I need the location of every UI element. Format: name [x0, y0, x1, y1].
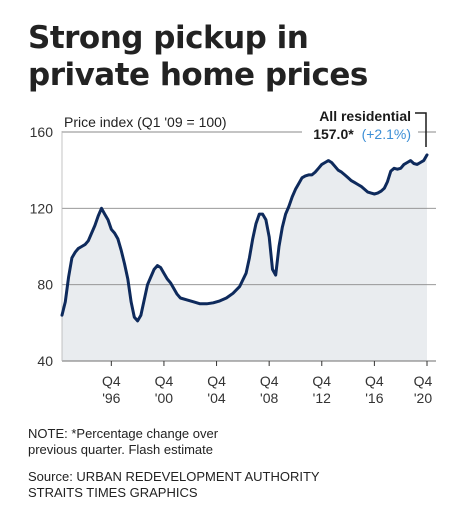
- annotation-background: [302, 105, 418, 143]
- headline: Strong pickup in private home prices: [28, 20, 448, 94]
- x-tick-label: '20: [414, 390, 432, 406]
- headline-line-1: Strong pickup in: [28, 20, 309, 56]
- y-axis-label: Price index (Q1 '09 = 100): [64, 114, 227, 130]
- x-tick-label: '00: [155, 390, 173, 406]
- note-line-1: NOTE: *Percentage change over: [28, 426, 219, 441]
- chart-note: NOTE: *Percentage change over previous q…: [28, 426, 448, 458]
- y-tick-label: 160: [30, 124, 54, 140]
- x-tick-label: Q4: [414, 373, 433, 389]
- annotation-value-line: 157.0* (+2.1%): [313, 126, 411, 142]
- x-tick-label: Q4: [207, 373, 226, 389]
- headline-line-2: private home prices: [28, 57, 368, 93]
- source-line-2: STRAITS TIMES GRAPHICS: [28, 485, 198, 500]
- x-tick-label: '04: [207, 390, 225, 406]
- x-tick-label: '08: [260, 390, 278, 406]
- y-tick-labels: 40 80 120 160: [30, 124, 54, 369]
- area-layer: [62, 154, 427, 361]
- note-line-2: previous quarter. Flash estimate: [28, 442, 213, 457]
- x-tick-label: Q4: [312, 373, 331, 389]
- source-line-1: Source: URBAN REDEVELOPMENT AUTHORITY: [28, 469, 320, 484]
- line-layer: [60, 153, 429, 323]
- x-tick-label: Q4: [365, 373, 384, 389]
- chart-source: Source: URBAN REDEVELOPMENT AUTHORITY ST…: [28, 469, 448, 501]
- x-tick-label: Q4: [260, 373, 279, 389]
- grid-layer: [61, 128, 436, 366]
- x-tick-label: Q4: [155, 373, 174, 389]
- annotation-change: (+2.1%): [362, 126, 411, 142]
- y-tick-label: 80: [37, 277, 53, 293]
- annotation-value: 157.0*: [313, 126, 354, 142]
- x-tick-label: '12: [313, 390, 331, 406]
- annotation-leader-line: [415, 112, 427, 147]
- x-tick-label: '96: [102, 390, 120, 406]
- y-axis-label-background: [60, 113, 228, 131]
- x-tick-label: Q4: [102, 373, 121, 389]
- y-tick-label: 40: [37, 353, 53, 369]
- series-area: [62, 154, 427, 361]
- annotation-series-label: All residential: [319, 108, 411, 124]
- y-tick-label: 120: [30, 200, 54, 216]
- x-tick-label: '16: [365, 390, 383, 406]
- series-line-all-residential: [60, 153, 429, 323]
